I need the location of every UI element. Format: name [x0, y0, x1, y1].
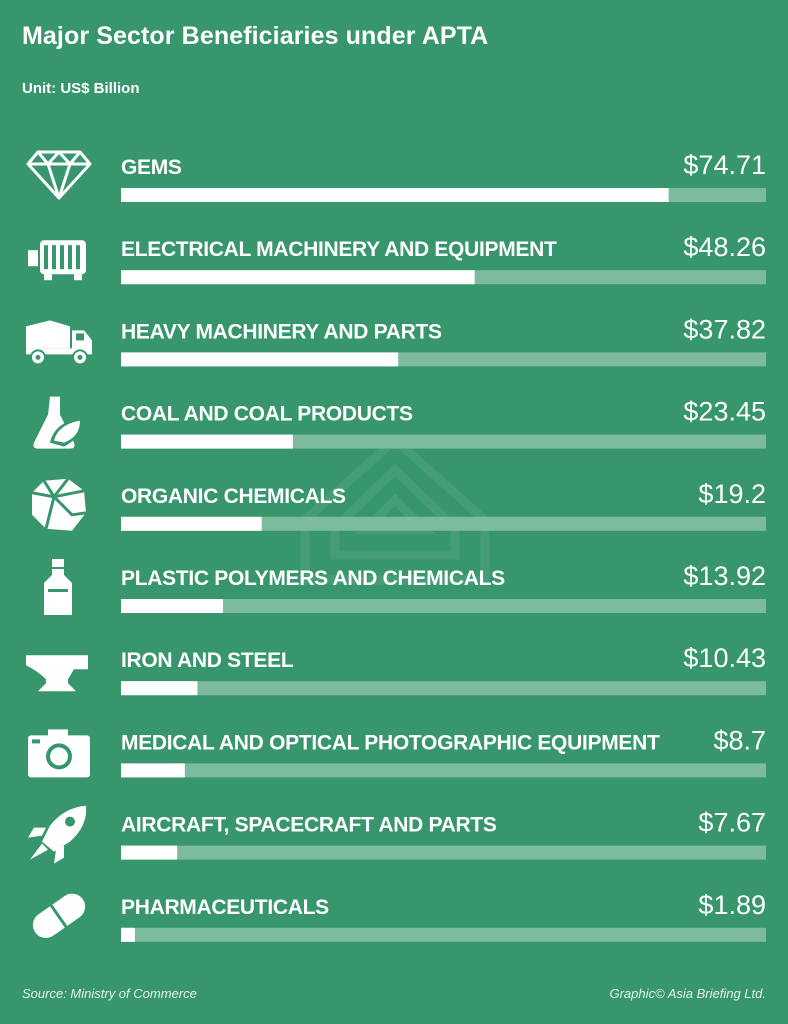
- bar-row: PLASTIC POLYMERS AND CHEMICALS $13.92: [44, 559, 766, 615]
- value-label: $8.7: [713, 725, 766, 755]
- category-label: ORGANIC CHEMICALS: [121, 485, 346, 508]
- value-label: $10.43: [683, 643, 766, 673]
- category-label: PLASTIC POLYMERS AND CHEMICALS: [121, 567, 505, 590]
- bar-row: COAL AND COAL PRODUCTS $23.45: [33, 396, 766, 449]
- value-label: $74.71: [683, 150, 766, 180]
- source-note: Source: Ministry of Commerce: [22, 986, 197, 1001]
- category-label: AIRCRAFT, SPACECRAFT AND PARTS: [121, 814, 497, 837]
- bar-track: [121, 845, 766, 860]
- bar-row: MEDICAL AND OPTICAL PHOTOGRAPHIC EQUIPME…: [28, 725, 766, 778]
- chemical-rock-icon: [30, 477, 88, 533]
- coal-flask-icon: [33, 396, 83, 449]
- bar: [121, 516, 262, 531]
- graphic-credit: Graphic© Asia Briefing Ltd.: [609, 986, 766, 1001]
- bar-track: [121, 927, 766, 942]
- dump-truck-icon: [25, 319, 93, 366]
- category-label: HEAVY MACHINERY AND PARTS: [121, 320, 442, 343]
- chart-title: Major Sector Beneficiaries under APTA: [22, 22, 489, 50]
- category-label: COAL AND COAL PRODUCTS: [121, 403, 413, 426]
- bar-row: PHARMACEUTICALS $1.89: [27, 888, 766, 944]
- rocket-icon: [28, 805, 87, 864]
- category-label: PHARMACEUTICALS: [121, 896, 329, 919]
- value-label: $37.82: [683, 314, 766, 344]
- pill-icon: [27, 888, 91, 944]
- category-label: GEMS: [121, 156, 182, 179]
- bar-track: [121, 763, 766, 778]
- value-label: $48.26: [683, 232, 766, 262]
- bottle-icon: [44, 559, 72, 615]
- watermark-logo: [300, 433, 490, 585]
- bar: [121, 927, 135, 942]
- bar: [121, 681, 198, 696]
- bar-track: [121, 599, 766, 613]
- bar-row: IRON AND STEEL $10.43: [26, 643, 766, 696]
- bar-row: ELECTRICAL MACHINERY AND EQUIPMENT $48.26: [28, 232, 766, 285]
- anvil-icon: [26, 655, 88, 692]
- bar-track: [121, 516, 766, 531]
- category-label: MEDICAL AND OPTICAL PHOTOGRAPHIC EQUIPME…: [121, 731, 660, 754]
- electric-motor-icon: [28, 240, 86, 281]
- bar-row: GEMS $74.71: [26, 150, 766, 202]
- bar-row: ORGANIC CHEMICALS $19.2: [30, 477, 766, 533]
- bar: [121, 270, 475, 285]
- bar: [121, 434, 293, 449]
- bar: [121, 845, 178, 860]
- value-label: $23.45: [683, 397, 766, 427]
- value-label: $7.67: [698, 808, 766, 838]
- category-label: IRON AND STEEL: [121, 649, 294, 672]
- diamond-icon: [26, 150, 92, 200]
- camera-icon: [28, 729, 90, 778]
- bar-row: HEAVY MACHINERY AND PARTS $37.82: [25, 314, 766, 367]
- value-label: $13.92: [683, 561, 766, 591]
- value-label: $19.2: [698, 479, 766, 509]
- category-label: ELECTRICAL MACHINERY AND EQUIPMENT: [121, 238, 557, 261]
- bar: [121, 352, 399, 367]
- bar-track: [121, 681, 766, 696]
- bar: [121, 188, 669, 202]
- value-label: $1.89: [698, 890, 766, 920]
- bar-row: AIRCRAFT, SPACECRAFT AND PARTS $7.67: [28, 805, 766, 864]
- bar: [121, 599, 223, 613]
- unit-label: Unit: US$ Billion: [22, 80, 140, 97]
- bar: [121, 763, 185, 778]
